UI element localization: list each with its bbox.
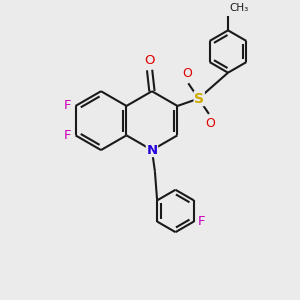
- Text: N: N: [146, 144, 158, 157]
- Text: F: F: [64, 99, 71, 112]
- Text: O: O: [182, 68, 192, 80]
- Text: O: O: [144, 53, 155, 67]
- Text: F: F: [64, 129, 71, 142]
- Text: S: S: [194, 92, 204, 106]
- Text: CH₃: CH₃: [230, 3, 249, 13]
- Text: F: F: [198, 215, 206, 228]
- Text: O: O: [206, 117, 215, 130]
